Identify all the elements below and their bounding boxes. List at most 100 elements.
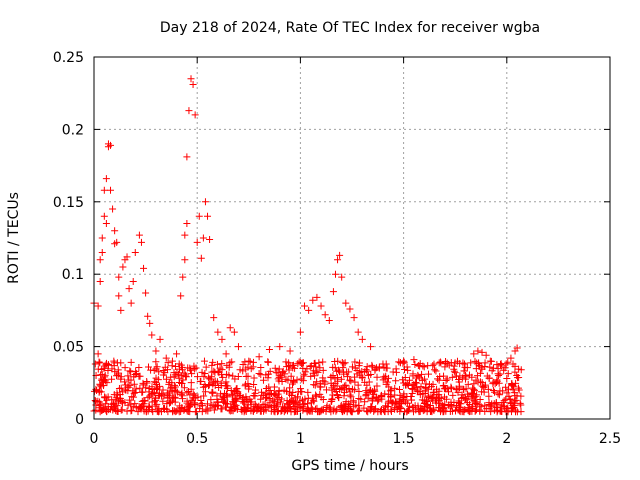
- data-point: [95, 358, 103, 366]
- data-point: [217, 371, 225, 379]
- data-point: [274, 390, 282, 398]
- data-point: [327, 374, 335, 382]
- data-point: [182, 371, 190, 379]
- data-point: [252, 386, 260, 394]
- data-point: [259, 376, 267, 384]
- data-point: [380, 373, 388, 381]
- data-point: [504, 358, 512, 366]
- data-point: [449, 391, 457, 399]
- data-point: [356, 371, 364, 379]
- data-point: [466, 400, 474, 408]
- data-point: [349, 398, 357, 406]
- data-point: [173, 350, 181, 358]
- data-point: [504, 408, 512, 416]
- data-point: [500, 397, 508, 405]
- data-point: [127, 358, 135, 366]
- data-point: [391, 384, 399, 392]
- data-point: [459, 359, 467, 367]
- data-point: [280, 404, 288, 412]
- data-point: [469, 404, 477, 412]
- data-point: [196, 377, 204, 385]
- data-point: [360, 368, 368, 376]
- data-point: [364, 371, 372, 379]
- data-point: [418, 370, 426, 378]
- data-point: [434, 395, 442, 403]
- data-point: [205, 382, 213, 390]
- data-point: [121, 364, 129, 372]
- data-point: [512, 406, 520, 414]
- data-point: [178, 389, 186, 397]
- data-point: [98, 366, 106, 374]
- data-point: [152, 379, 160, 387]
- data-point: [401, 374, 409, 382]
- data-point: [313, 404, 321, 412]
- data-point: [316, 408, 324, 416]
- data-point: [304, 394, 312, 402]
- data-point: [163, 391, 171, 399]
- x-tick-label: 1.5: [392, 431, 414, 447]
- data-point: [94, 302, 102, 310]
- data-point: [138, 388, 146, 396]
- data-point: [283, 400, 291, 408]
- data-point: [189, 81, 197, 89]
- data-point: [491, 388, 499, 396]
- data-point: [205, 381, 213, 389]
- data-point: [152, 365, 160, 373]
- data-point: [435, 359, 443, 367]
- data-point: [129, 277, 137, 285]
- data-point: [373, 364, 381, 372]
- data-point: [198, 368, 206, 376]
- data-point: [126, 367, 134, 375]
- data-point: [448, 373, 456, 381]
- data-point: [154, 406, 162, 414]
- data-point: [345, 368, 353, 376]
- data-point: [156, 335, 164, 343]
- data-point: [170, 373, 178, 381]
- data-point: [181, 405, 189, 413]
- data-point: [244, 363, 252, 371]
- data-points: [90, 75, 525, 416]
- data-point: [299, 364, 307, 372]
- data-point: [296, 404, 304, 412]
- data-point: [355, 402, 363, 410]
- data-point: [484, 385, 492, 393]
- data-point: [408, 396, 416, 404]
- data-point: [493, 361, 501, 369]
- data-point: [255, 353, 263, 361]
- data-point: [467, 359, 475, 367]
- data-point: [213, 392, 221, 400]
- data-point: [493, 376, 501, 384]
- data-point: [207, 396, 215, 404]
- data-point: [410, 356, 418, 364]
- data-point: [115, 273, 123, 281]
- y-tick-label: 0.2: [62, 122, 84, 138]
- data-point: [434, 375, 442, 383]
- data-point: [130, 380, 138, 388]
- data-point: [91, 360, 99, 368]
- data-point: [478, 382, 486, 390]
- data-point: [251, 400, 259, 408]
- data-point: [333, 367, 341, 375]
- data-point: [279, 403, 287, 411]
- data-point: [239, 361, 247, 369]
- data-point: [337, 401, 345, 409]
- data-point: [368, 361, 376, 369]
- data-point: [342, 299, 350, 307]
- data-point: [482, 381, 490, 389]
- data-point: [403, 399, 411, 407]
- data-point: [507, 399, 515, 407]
- data-point: [108, 375, 116, 383]
- data-point: [98, 234, 106, 242]
- data-point: [462, 372, 470, 380]
- data-point: [215, 384, 223, 392]
- data-point: [266, 396, 274, 404]
- data-point: [310, 397, 318, 405]
- data-point: [142, 289, 150, 297]
- data-point: [454, 388, 462, 396]
- data-point: [114, 408, 122, 416]
- data-point: [486, 363, 494, 371]
- data-point: [198, 408, 206, 416]
- data-point: [331, 385, 339, 393]
- data-point: [102, 220, 110, 228]
- data-point: [147, 366, 155, 374]
